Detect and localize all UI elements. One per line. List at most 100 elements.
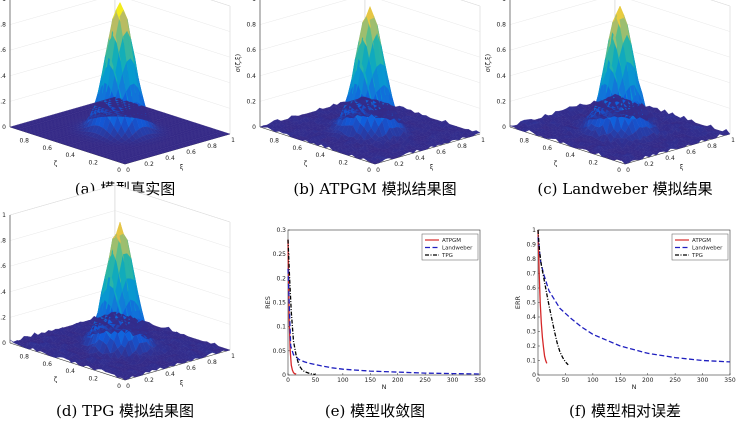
x-tick-label: 150 [615, 377, 627, 384]
x-tick-label: 0.4 [665, 155, 675, 162]
x-tick-label: 0.2 [144, 377, 154, 384]
axes-box [259, 0, 481, 165]
legend-entry: TPG [441, 253, 453, 259]
y-tick-label: 0.6 [542, 145, 552, 152]
x-tick-label: 0.4 [165, 155, 175, 162]
surface-facet [222, 132, 231, 136]
legend-entry: ATPGM [692, 238, 711, 244]
surface [509, 5, 731, 165]
x-tick-label: 0.8 [207, 359, 217, 366]
panel-d: 0 0.2 0.4 0.6 0.8 1 0 0.2 0.4 0.6 0.8 1 0 0.2 0.4 0.6 0.… [0, 184, 250, 432]
surface-plot-c: 0 0.2 0.4 0.6 0.8 1 0 0.2 0.4 0.6 0.8 1 0 0.2 0.4 0.6 0.… [484, 0, 735, 174]
caption-b: (b) ATPGM 模拟结果图 [293, 180, 457, 198]
x-tick-label: 50 [312, 377, 320, 384]
y-tick-label: 0 [117, 167, 121, 174]
x-tick-label: 0 [286, 377, 290, 384]
grid-line [259, 0, 481, 32]
y-tick-label: 0 [367, 167, 371, 174]
y-tick-label: 0.8 [19, 137, 29, 144]
series-line-atpgm [537, 229, 548, 364]
surface [9, 2, 231, 165]
y-tick-label: 0 [282, 372, 286, 379]
y-tick-label: 0.3 [526, 329, 536, 336]
x-tick-label: 1 [481, 137, 485, 144]
y-axis-label: RES [264, 296, 272, 309]
y-tick-label: 0.1 [526, 358, 536, 365]
x-tick-label: 0.8 [207, 143, 217, 150]
z-tick-label: 0.2 [496, 98, 506, 105]
y-tick-label: 0.8 [19, 353, 29, 360]
legend-entry: Landweber [692, 246, 723, 252]
series-line-tpg [537, 229, 569, 366]
x-tick-label: 250 [669, 377, 681, 384]
x-tick-label: 0.6 [186, 365, 196, 372]
z-tick-label: 0.2 [0, 314, 6, 321]
y-axis-label: ζ [554, 160, 558, 168]
surface [9, 221, 231, 381]
legend-entry: Landweber [442, 246, 473, 252]
y-tick-label: 0.3 [276, 227, 286, 234]
x-tick-label: 0.2 [644, 161, 654, 168]
panel-f: 0 50 100 150 200 250 300 350 0 0.1 0.2 0.3 0.4 0.5 0.6… [500, 216, 750, 432]
legend-entry: TPG [691, 253, 703, 259]
y-tick-label: 0.6 [42, 145, 52, 152]
z-tick-label: 0.8 [496, 22, 506, 29]
panel-e: 0 50 100 150 200 250 300 350 0 0.05 0.1 0.15 0.2 0.25… [250, 216, 500, 432]
x-tick-label: 200 [392, 377, 404, 384]
y-tick-label: 0.2 [338, 160, 348, 167]
x-tick-label: 0 [626, 167, 630, 174]
y-tick-label: 0.4 [65, 152, 75, 159]
x-axis-label: ξ [180, 379, 184, 387]
x-tick-label: 0.4 [415, 155, 425, 162]
x-tick-label: 0 [126, 167, 130, 174]
grid-line [9, 210, 231, 248]
z-tick-label: 0.2 [0, 98, 6, 105]
y-tick-label: 0 [117, 383, 121, 390]
x-tick-label: 100 [587, 377, 599, 384]
x-axis-label: N [632, 383, 637, 391]
grid-line [9, 184, 231, 223]
x-axis-label: ξ [680, 163, 684, 171]
y-tick-label: 0.25 [273, 251, 287, 258]
x-tick-label: 1 [731, 137, 735, 144]
panel-b: 0 0.2 0.4 0.6 0.8 1 0 0.2 0.4 0.6 0.8 1 0 0.2 0.4 0.6 0.… [234, 0, 500, 216]
y-tick-label: 1 [532, 227, 536, 234]
z-tick-label: 0 [252, 124, 256, 131]
y-tick-label: 0.9 [526, 242, 536, 249]
y-axis-label: ζ [54, 376, 58, 384]
y-tick-label: 0.2 [88, 376, 98, 383]
y-tick-label: 0.15 [273, 300, 287, 307]
y-tick-label: 0.2 [526, 343, 536, 350]
y-tick-label: 0.8 [269, 137, 279, 144]
x-tick-label: 300 [447, 377, 459, 384]
surface-plot-d: 0 0.2 0.4 0.6 0.8 1 0 0.2 0.4 0.6 0.8 1 0 0.2 0.4 0.6 0.… [0, 184, 235, 390]
x-tick-label: 1 [231, 353, 235, 360]
z-tick-label: 0.4 [496, 73, 506, 80]
z-tick-label: 0.8 [0, 238, 6, 245]
y-tick-label: 0.05 [273, 348, 287, 355]
x-tick-label: 100 [337, 377, 349, 384]
legend-box [671, 233, 729, 261]
y-tick-label: 0.2 [276, 275, 286, 282]
grid-line [9, 0, 231, 32]
surface [259, 6, 481, 165]
caption-d: (d) TPG 模拟结果图 [56, 402, 194, 420]
x-tick-label: 1 [231, 137, 235, 144]
z-tick-label: 0.4 [0, 289, 6, 296]
caption-f: (f) 模型相对误差 [568, 402, 682, 420]
y-tick-label: 0.6 [292, 145, 302, 152]
legend-entry: ATPGM [442, 238, 461, 244]
series-line-landweber [537, 237, 731, 363]
surface-plot-b: 0 0.2 0.4 0.6 0.8 1 0 0.2 0.4 0.6 0.8 1 0 0.2 0.4 0.6 0.… [234, 0, 485, 174]
z-tick-label: 0.8 [0, 22, 6, 29]
z-axis-label: σ(ζ,ξ) [234, 54, 242, 72]
z-tick-label: 0.6 [246, 47, 256, 54]
z-tick-label: 1 [2, 212, 6, 219]
x-tick-label: 250 [419, 377, 431, 384]
y-axis-label: ζ [54, 160, 58, 168]
x-tick-label: 0.8 [457, 143, 467, 150]
y-axis-label: ζ [304, 160, 308, 168]
surface-facet [472, 130, 481, 134]
x-tick-label: 0.6 [436, 149, 446, 156]
line-plot-f: 0 50 100 150 200 250 300 350 0 0.1 0.2 0.3 0.4 0.5 0.6… [514, 227, 736, 391]
